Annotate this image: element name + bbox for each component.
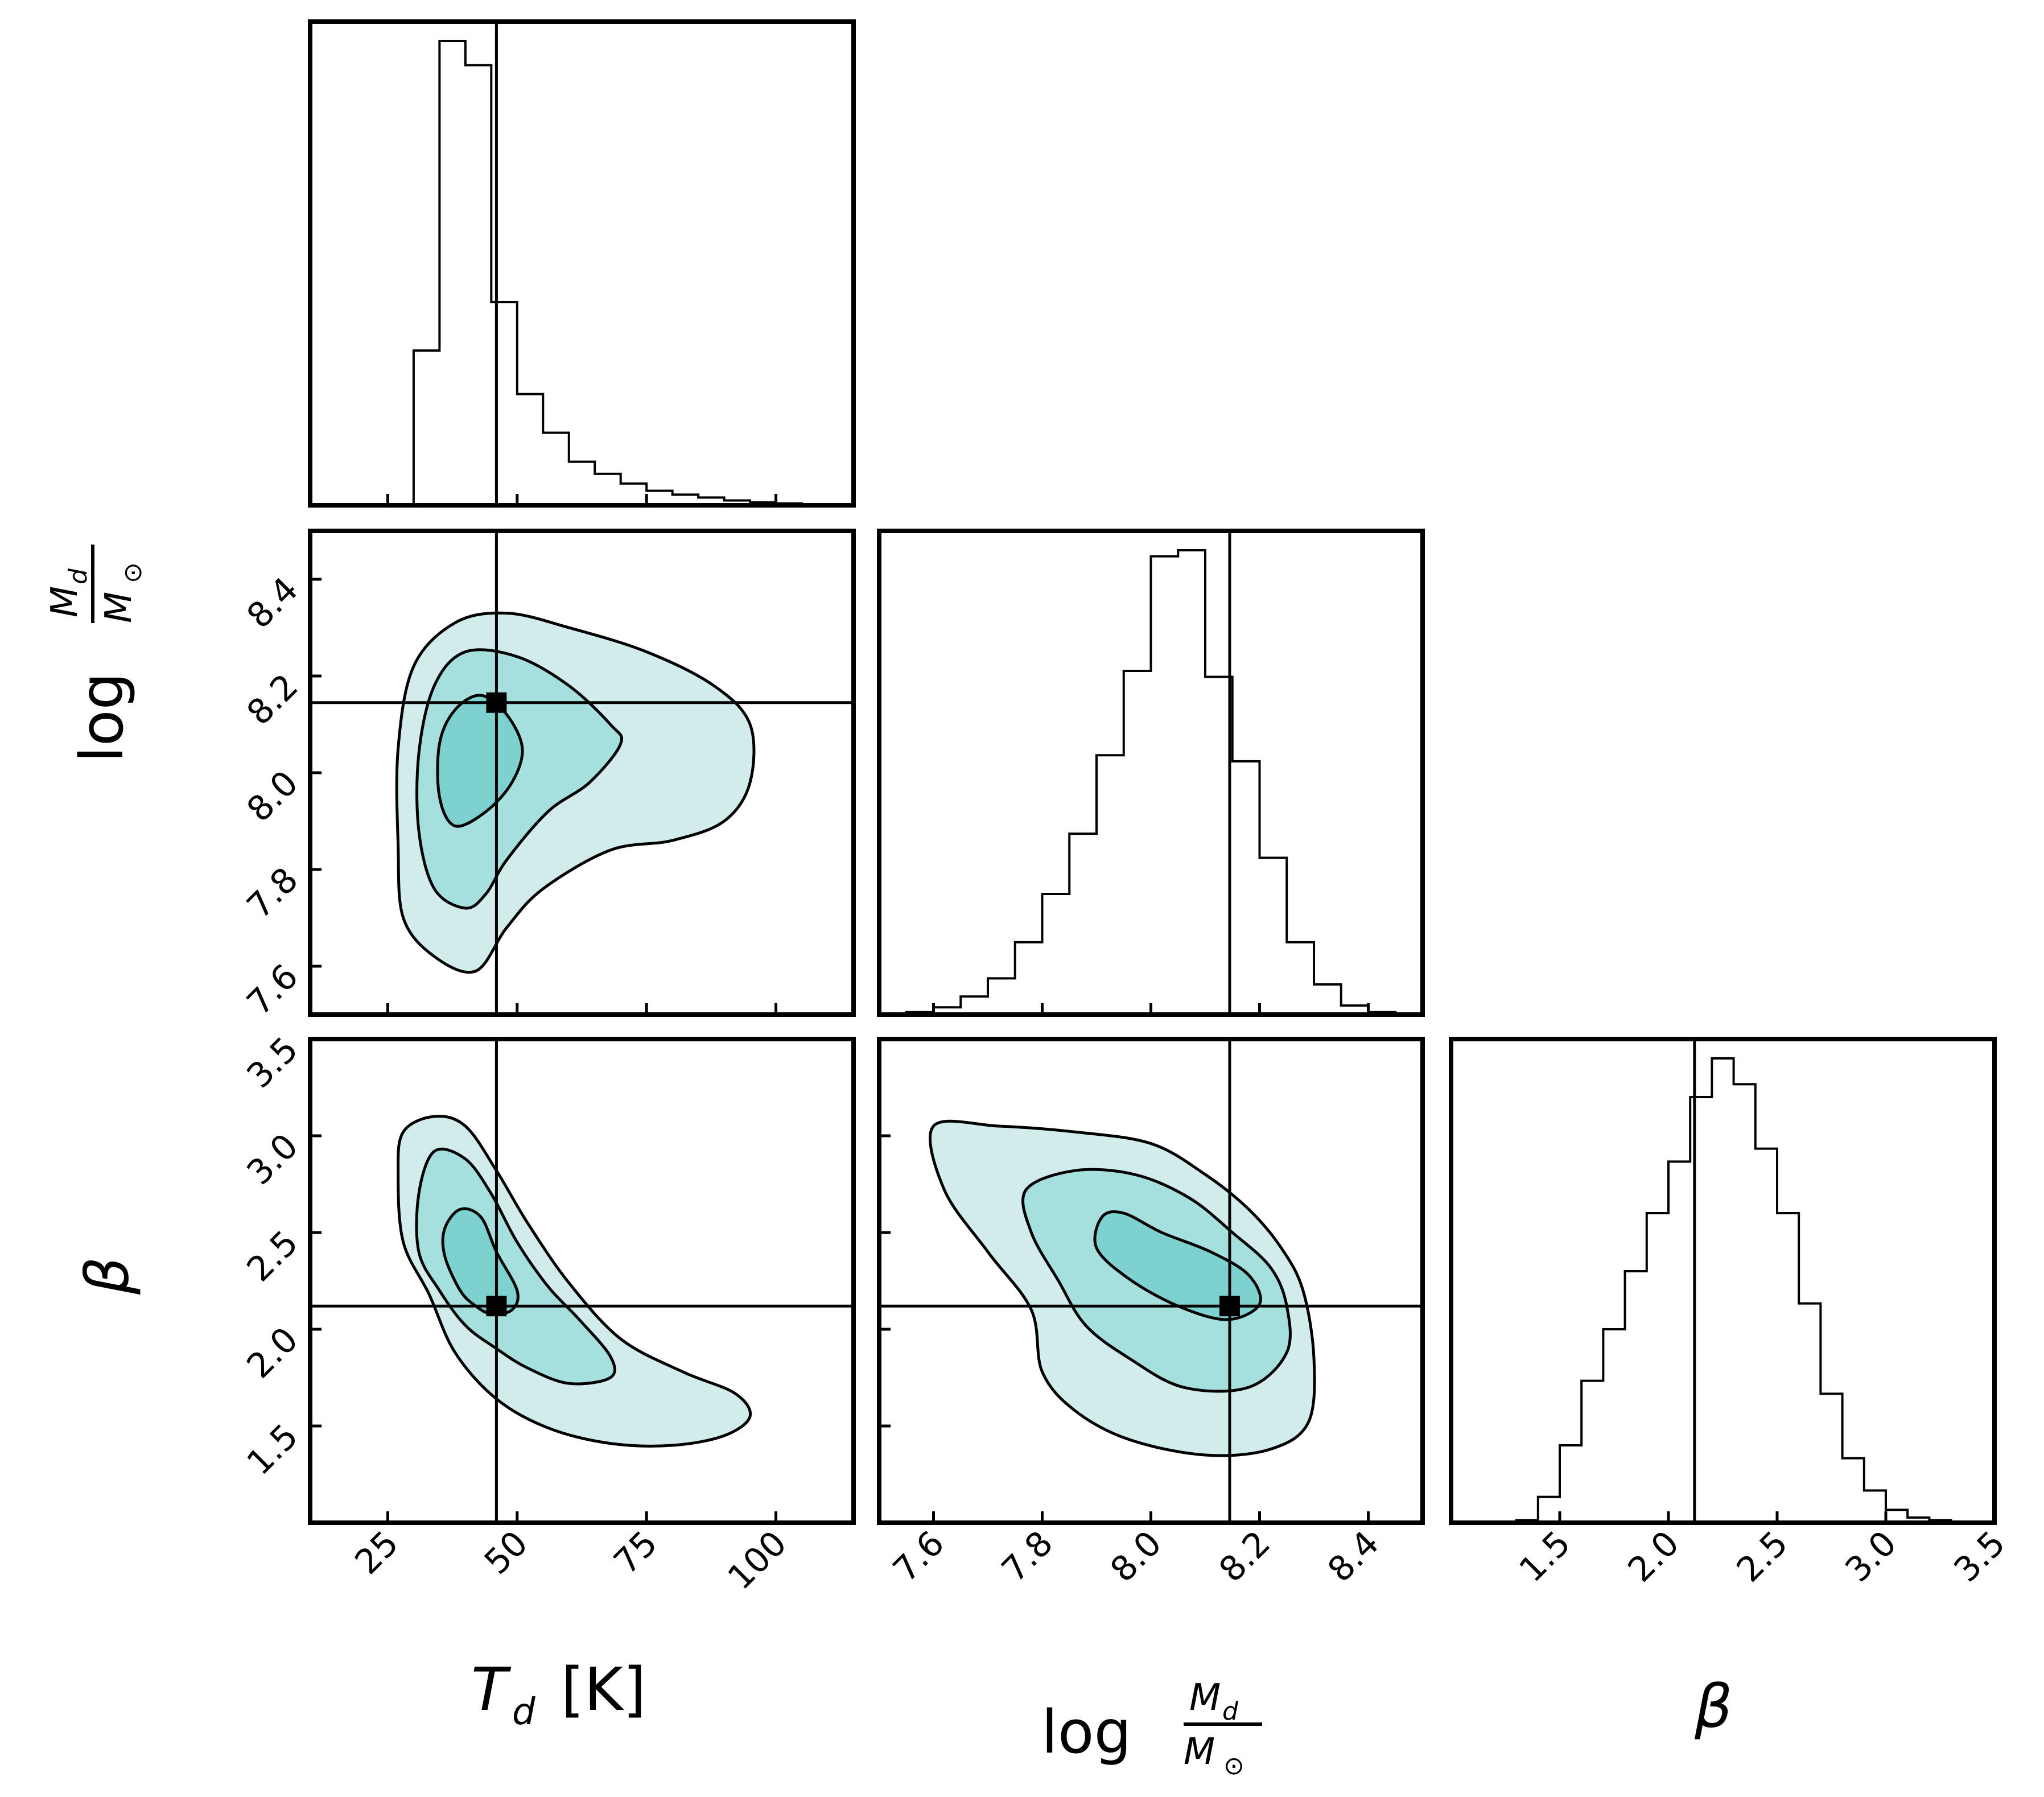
x-tick-label: 25: [348, 1523, 406, 1582]
x-tick-label: 1.5: [1512, 1523, 1579, 1590]
panel-logmd-vs-beta: 7.6 7.8 8.0 8.2 8.4: [877, 1037, 1425, 1590]
x-tick-label: 2.0: [1621, 1523, 1687, 1590]
x-tick-label: 100: [720, 1523, 794, 1597]
truth-marker: [486, 1296, 507, 1317]
y-tick-label: 8.4: [240, 570, 306, 636]
panel-frame: [308, 19, 856, 508]
ylogmd-numerator: M: [44, 586, 86, 617]
ylogmd-denominator: M: [98, 592, 140, 623]
panel-hist-td: [308, 19, 856, 508]
panel-frame: [308, 1037, 856, 1525]
panel-frame: [1449, 1037, 1997, 1525]
panel-hist-logmd: [877, 529, 1425, 1017]
truth-marker: [486, 692, 507, 713]
histogram-step-line: [1451, 1057, 1994, 1524]
panel-hist-beta: 1.5 2.0 2.5 3.0 3.5: [1449, 1037, 2013, 1590]
logmd-denominator: M: [1184, 1731, 1215, 1773]
x-tick-label: 3.5: [1947, 1523, 2013, 1590]
y-tick-label: 7.6: [240, 957, 306, 1023]
y-tick-label: 3.5: [240, 1029, 306, 1096]
contour-group: [879, 1039, 1423, 1523]
y-tick-label: 8.2: [240, 666, 306, 733]
ylogmd-numerator-sub: d: [64, 568, 93, 584]
y-tick-label: 3.0: [240, 1126, 306, 1193]
contour-group: [310, 1039, 854, 1523]
truth-marker: [1219, 1296, 1240, 1317]
y-tick-label: 8.0: [240, 763, 306, 830]
y-tick-label: 2.5: [240, 1223, 306, 1289]
logmd-log-text: log: [1041, 1697, 1132, 1767]
contour-mid: [415, 1147, 616, 1386]
td-unit: [K]: [561, 1655, 646, 1724]
x-tick-label: 8.0: [1103, 1523, 1169, 1590]
panel-td-vs-beta: 25 50 75 100 1.5 2.0 2.5 3.0 3.5: [240, 1029, 856, 1598]
y-axis-label-beta: β: [73, 1257, 142, 1295]
histogram-step-line: [879, 549, 1423, 1016]
x-tick-label: 8.4: [1320, 1523, 1387, 1590]
ylogmd-denominator-sub: ⊙: [118, 562, 147, 583]
x-tick-label: 7.6: [885, 1523, 952, 1590]
y-tick-label: 1.5: [240, 1416, 306, 1483]
y-axis-label-logmd: log M d M ⊙: [44, 545, 147, 763]
td-subscript: d: [512, 1691, 535, 1733]
histogram-step-line: [310, 40, 854, 506]
logmd-denominator-sub: ⊙: [1223, 1751, 1244, 1780]
logmd-numerator: M: [1189, 1677, 1221, 1719]
x-tick-label: 50: [477, 1523, 535, 1582]
contour-group: [310, 531, 854, 1015]
x-axis-label-td: T d [K]: [471, 1655, 646, 1733]
panel-td-vs-logmd: 7.6 7.8 8.0 8.2 8.4: [240, 529, 856, 1023]
logmd-numerator-sub: d: [1222, 1697, 1239, 1726]
x-tick-label: 3.0: [1838, 1523, 1905, 1590]
x-tick-label: 2.5: [1729, 1523, 1796, 1590]
ylogmd-log-text: log: [67, 672, 137, 763]
x-axis-label-beta: β: [1694, 1672, 1732, 1741]
y-tick-label: 2.0: [240, 1320, 306, 1386]
td-symbol: T: [471, 1655, 512, 1724]
x-tick-label: 75: [606, 1523, 665, 1582]
x-axis-label-logmd: log M d M ⊙: [1041, 1677, 1262, 1780]
x-tick-label: 8.2: [1211, 1523, 1278, 1590]
y-tick-label: 7.8: [240, 860, 306, 926]
x-tick-label: 7.8: [994, 1523, 1061, 1590]
